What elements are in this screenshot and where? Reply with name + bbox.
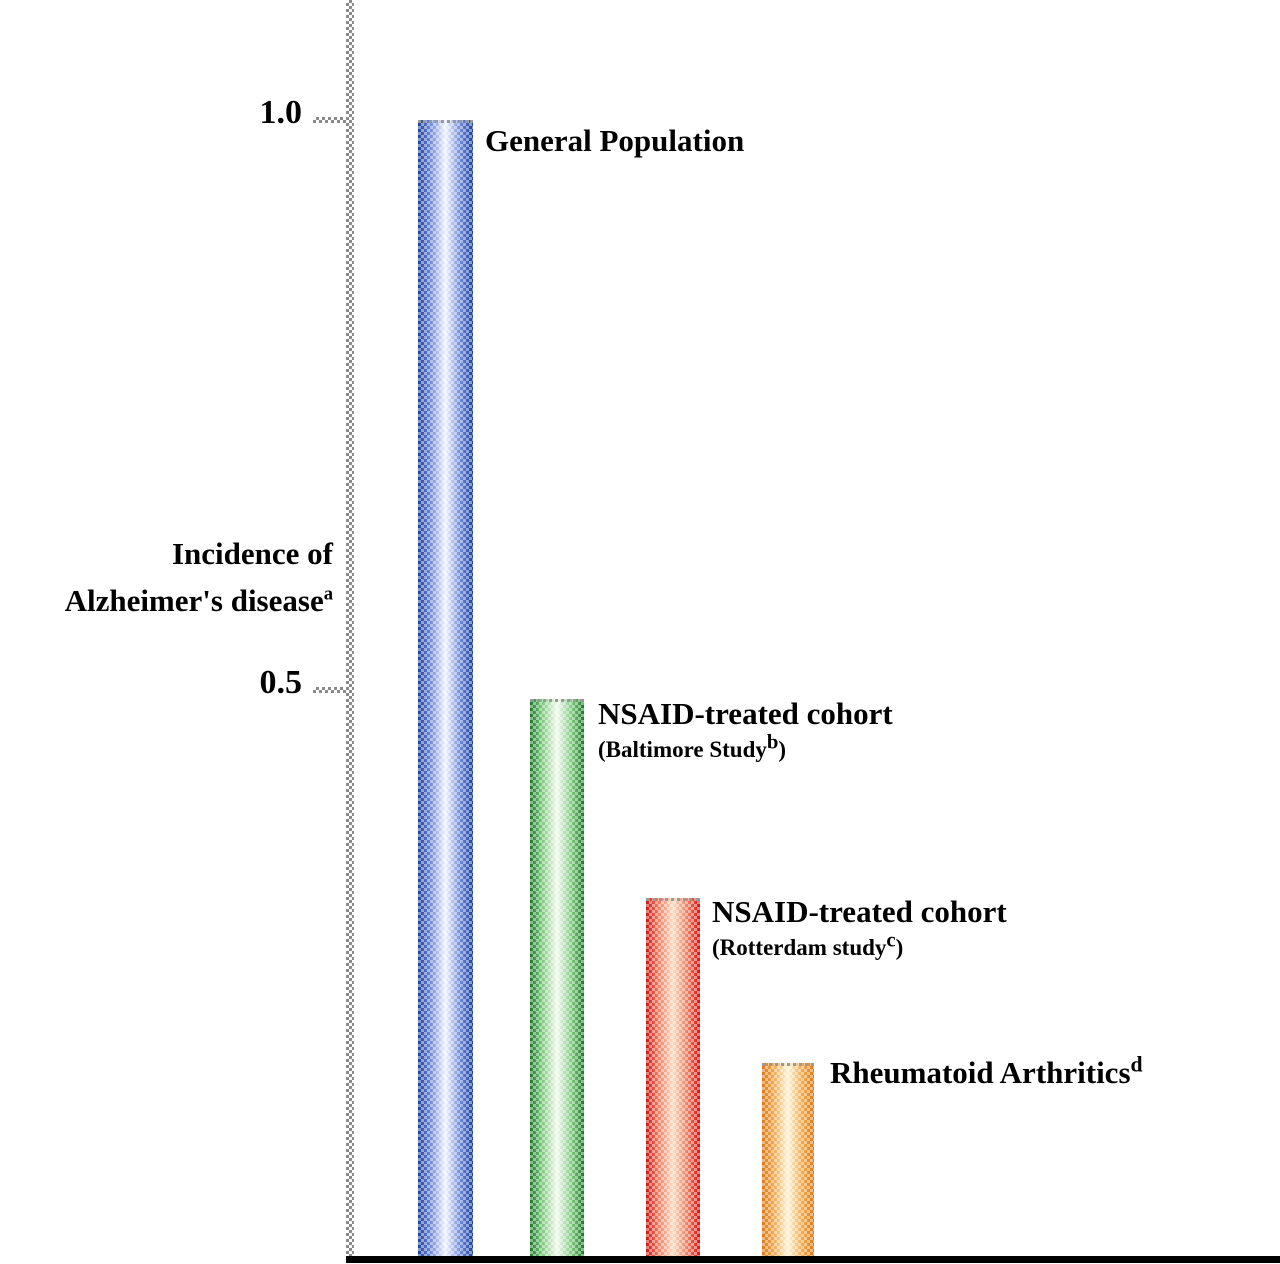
y-tick-label-1.0: 1.0 (259, 94, 303, 131)
citation-superscript-c: c (886, 929, 896, 952)
y-axis-title: Incidence of Alzheimer's diseasea (0, 530, 333, 624)
bar-label-general-population: General Population (485, 123, 745, 158)
bar-label-rheumatoid-arthritics: Rheumatoid Arthriticsd (830, 1052, 1143, 1090)
citation-superscript-d: d (1130, 1052, 1143, 1077)
bar-sublabel-rotterdam-study: (Rotterdam studyc) (712, 929, 904, 960)
bar-nsaid-baltimore (530, 699, 584, 1256)
y-axis-title-line2: Alzheimer's diseasea (64, 583, 333, 618)
y-tick-mark-1.0 (313, 117, 346, 123)
bar-nsaid-rotterdam (646, 898, 700, 1256)
bar-rheumatoid-arthritics (762, 1063, 814, 1256)
bar-label-nsaid-rotterdam: NSAID-treated cohort (712, 894, 1007, 929)
y-axis-line (346, 0, 354, 1256)
y-tick-mark-0.5 (313, 687, 346, 693)
y-tick-label-0.5: 0.5 (259, 664, 303, 701)
bar-label-nsaid-baltimore: NSAID-treated cohort (598, 696, 893, 731)
citation-superscript-b: b (766, 731, 779, 754)
y-axis-title-line1: Incidence of (171, 536, 333, 571)
x-axis-line (346, 1256, 1280, 1263)
y-axis-title-superscript: a (323, 583, 333, 605)
bar-general-population (418, 120, 473, 1256)
bar-sublabel-baltimore-study: (Baltimore Studyb) (598, 731, 787, 762)
